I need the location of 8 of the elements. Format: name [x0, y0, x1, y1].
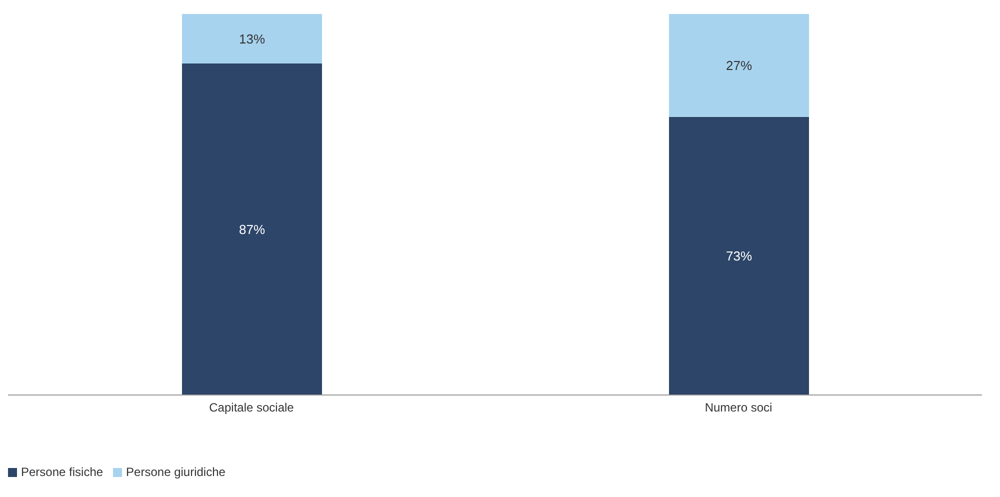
data-label: 27%: [726, 58, 752, 74]
legend-label: Persone giuridiche: [126, 465, 226, 479]
data-label: 13%: [238, 31, 266, 46]
x-tick-label: Numero soci: [704, 400, 772, 415]
legend-label: Persone fisiche: [21, 465, 104, 479]
data-label: 73%: [726, 248, 752, 264]
x-tick-label: Capitale sociale: [209, 400, 294, 415]
data-label: 87%: [238, 222, 266, 237]
